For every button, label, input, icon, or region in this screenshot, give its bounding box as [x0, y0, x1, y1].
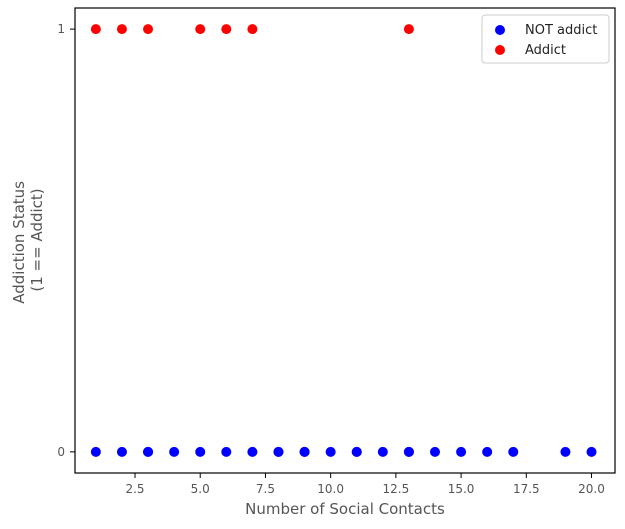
data-point-addict: [90, 24, 101, 35]
data-point-not-addict: [351, 446, 362, 457]
data-point-addict: [195, 24, 206, 35]
y-axis-title-line-1: Addiction Status: [10, 181, 28, 304]
y-axis-title: Addiction Status (1 == Addict): [10, 176, 46, 304]
x-tick-label: 7.5: [256, 482, 275, 496]
data-point-not-addict: [195, 446, 206, 457]
data-point-not-addict: [403, 446, 414, 457]
data-point-not-addict: [247, 446, 258, 457]
data-point-not-addict: [586, 446, 597, 457]
x-axis-title: Number of Social Contacts: [245, 500, 445, 518]
data-point-not-addict: [221, 446, 232, 457]
data-point-not-addict: [430, 446, 440, 457]
data-point-not-addict: [299, 446, 310, 457]
y-axis-ticks: 01: [57, 22, 75, 459]
y-axis-title-line-2: (1 == Addict): [28, 188, 46, 291]
x-tick-label: 15.0: [448, 482, 475, 496]
data-point-not-addict: [377, 446, 388, 457]
data-point-not-addict: [456, 446, 467, 457]
x-tick-label: 5.0: [191, 482, 210, 496]
data-point-not-addict: [560, 446, 571, 457]
legend-label-not-addict: NOT addict: [525, 23, 597, 38]
legend-marker-not-addict: [495, 25, 505, 35]
x-axis-ticks: 2.5 5.0 7.5 10.0 12.5 15.0 17.5 20.0: [125, 473, 605, 496]
x-tick-label: 10.0: [317, 482, 344, 496]
legend-marker-addict: [495, 45, 505, 55]
data-point-addict: [403, 24, 414, 35]
plot-frame: [74, 7, 616, 474]
data-point-addict: [221, 24, 232, 35]
data-points: [90, 24, 597, 457]
data-point-not-addict: [273, 446, 284, 457]
data-point-not-addict: [143, 446, 154, 457]
x-tick-label: 17.5: [513, 482, 540, 496]
legend-label-addict: Addict: [525, 43, 566, 58]
data-point-addict: [143, 24, 154, 35]
x-tick-label: 2.5: [125, 482, 144, 496]
data-point-not-addict: [482, 446, 493, 457]
x-tick-label: 12.5: [383, 482, 410, 496]
legend: NOT addict Addict: [481, 14, 610, 64]
data-point-addict: [247, 24, 258, 35]
plot-area: [75, 8, 615, 473]
data-point-not-addict: [116, 446, 127, 457]
data-point-not-addict: [508, 446, 519, 457]
data-point-not-addict: [169, 446, 180, 457]
data-point-not-addict: [90, 446, 101, 457]
x-tick-label: 20.0: [578, 482, 605, 496]
data-point-addict: [116, 24, 127, 35]
y-tick-label: 1: [57, 22, 65, 36]
y-tick-label: 0: [57, 445, 65, 459]
legend-box: [481, 14, 610, 64]
data-point-not-addict: [325, 446, 336, 457]
